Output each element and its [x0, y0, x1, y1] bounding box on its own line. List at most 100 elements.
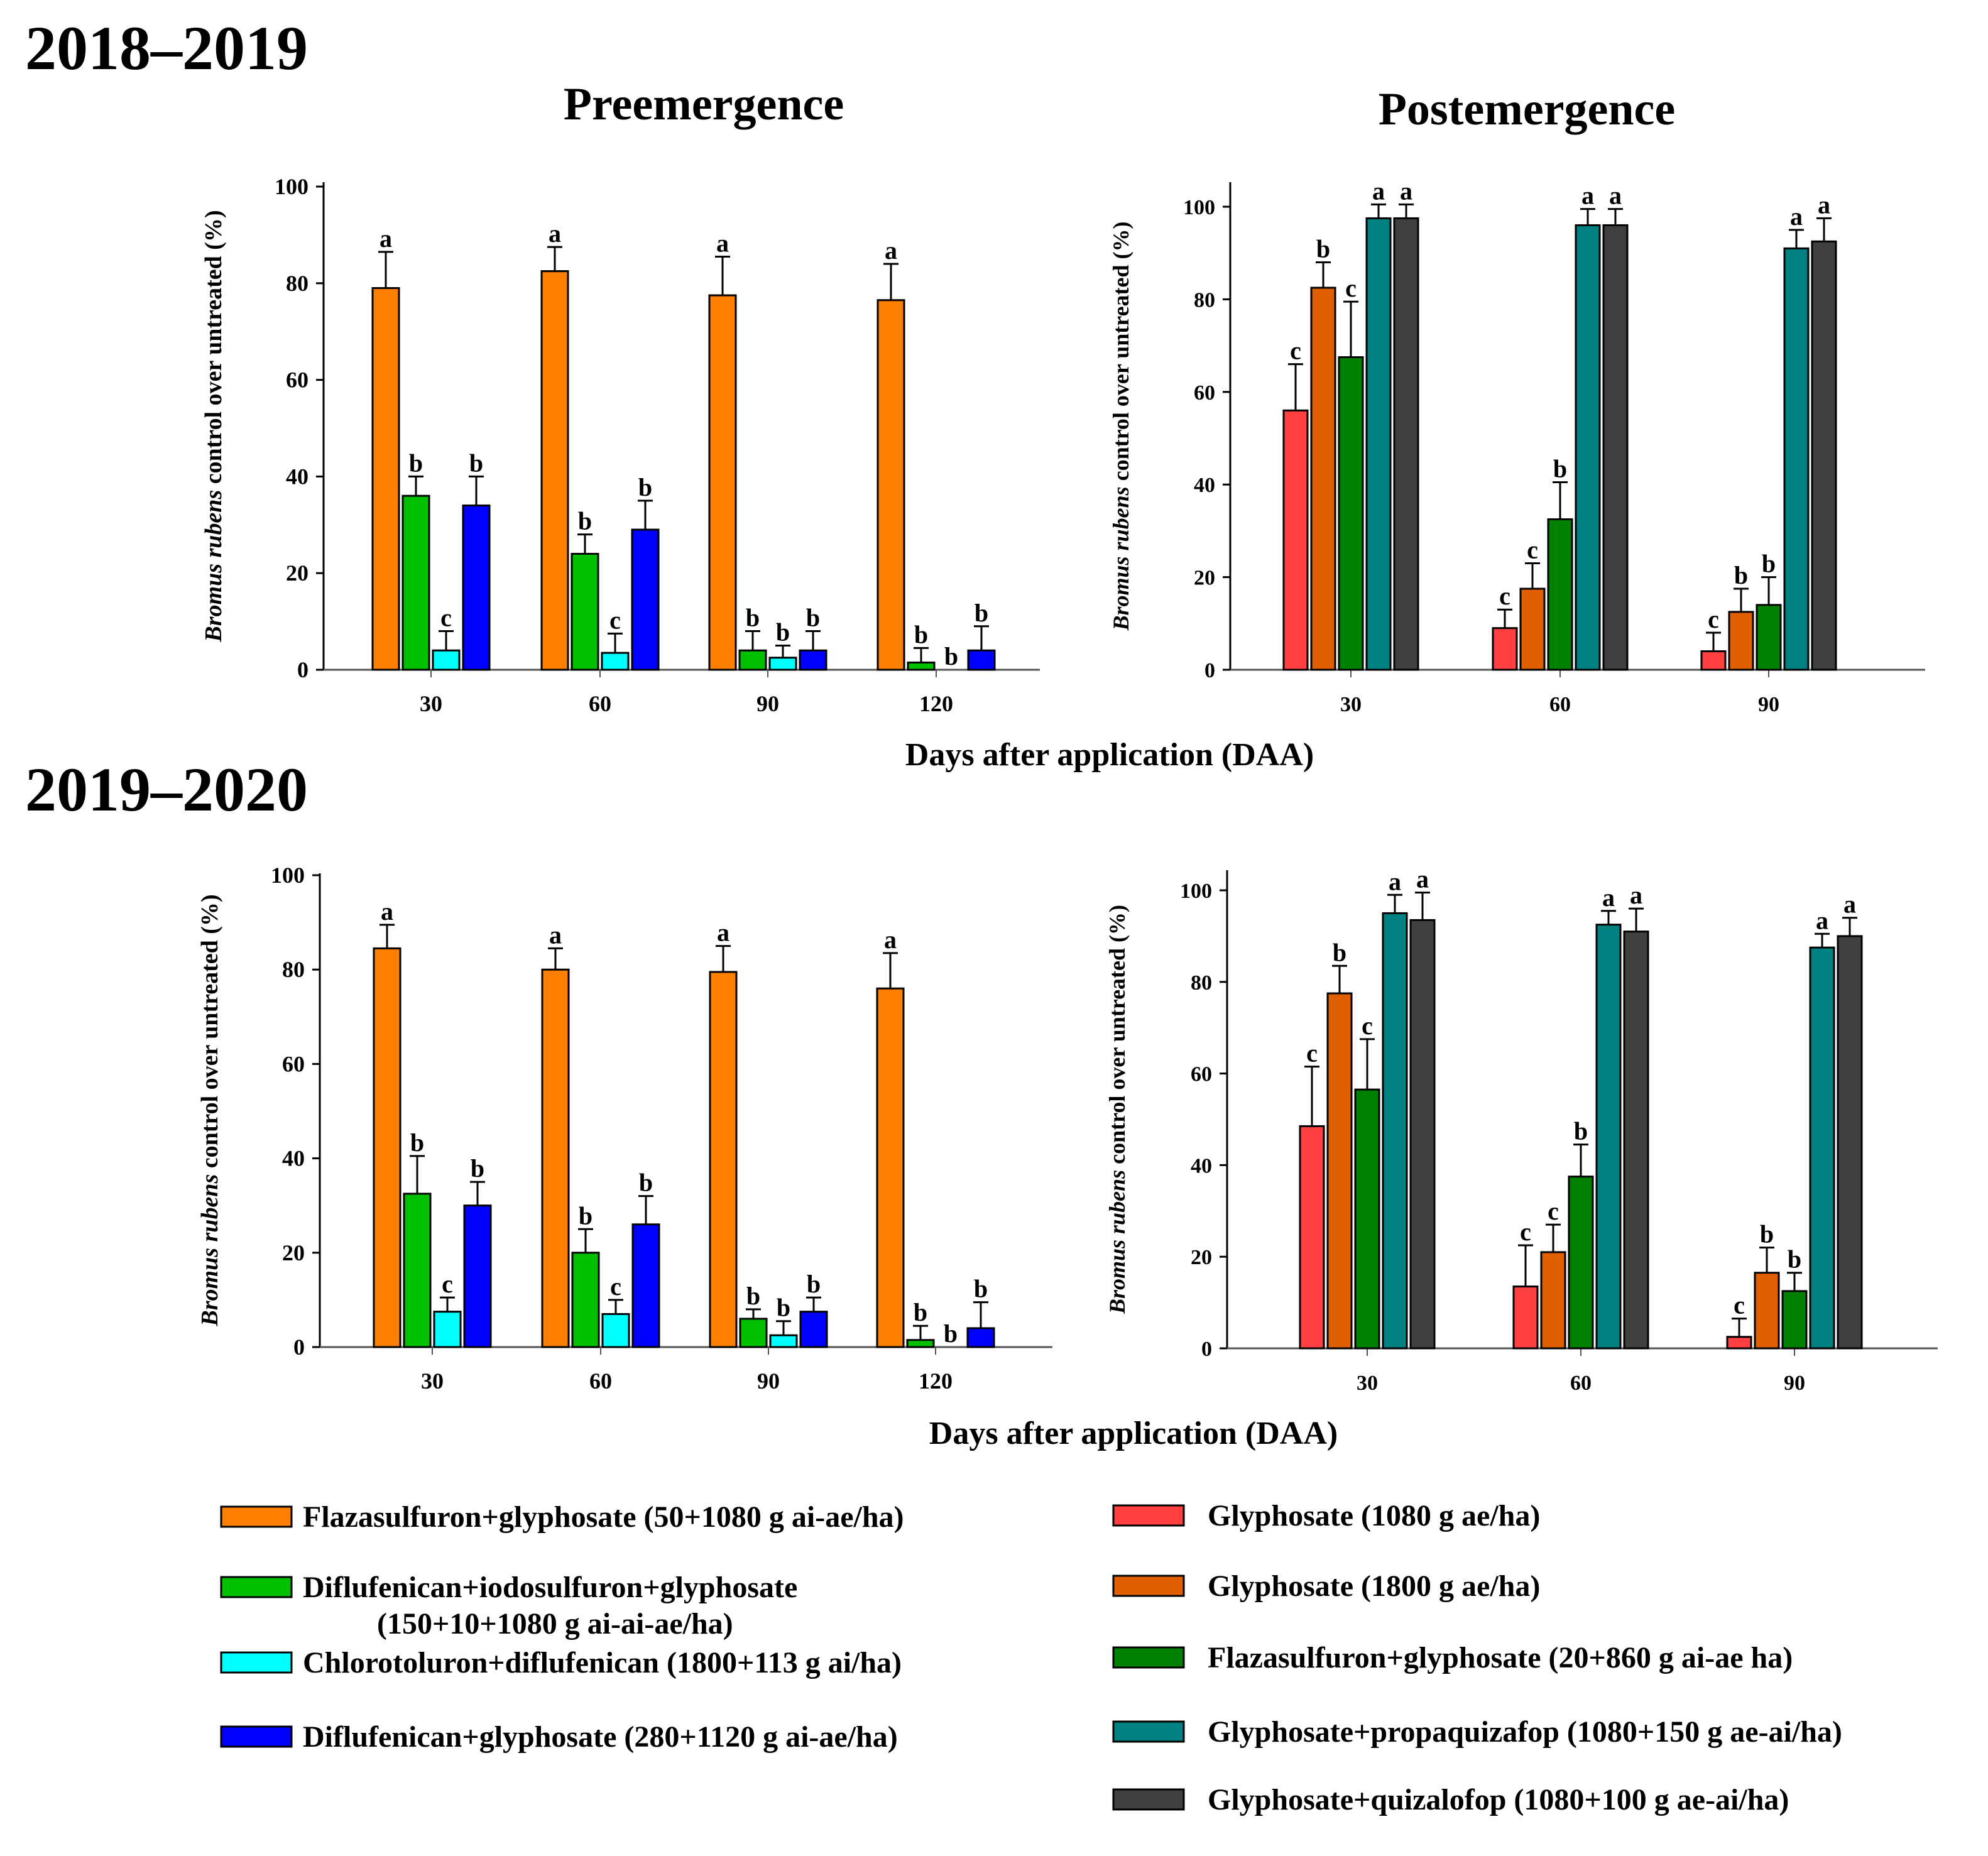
significance-letter: a: [1400, 177, 1412, 205]
significance-letter: b: [638, 473, 652, 501]
significance-letter: b: [1574, 1117, 1588, 1145]
bar: [631, 528, 660, 671]
bar: [462, 505, 491, 671]
significance-letter: b: [1762, 550, 1776, 578]
y-tick-label: 100: [275, 174, 309, 199]
bar: [1382, 912, 1408, 1350]
bar: [1282, 409, 1309, 671]
bar: [1354, 1088, 1380, 1350]
bar: [433, 1311, 462, 1348]
y-tick-label: 20: [286, 560, 309, 586]
y-tick-label: 40: [1191, 1154, 1212, 1177]
significance-letter: a: [1372, 177, 1385, 205]
x-tick-label: 60: [589, 1368, 612, 1394]
x-tick-label: 30: [1340, 693, 1362, 716]
y-tick-label: 20: [1191, 1246, 1212, 1269]
x-tick-label: 30: [420, 691, 442, 716]
bar: [601, 1313, 630, 1348]
significance-letter: c: [440, 603, 452, 631]
bar: [876, 987, 905, 1348]
bar: [1602, 224, 1629, 671]
legend-label: Glyphosate (1800 g ae/ha): [1208, 1569, 1540, 1603]
y-tick-label: 80: [282, 957, 305, 982]
significance-letter: a: [1630, 881, 1642, 909]
bar: [1393, 217, 1419, 671]
y-tick-label: 40: [1194, 474, 1215, 497]
y-axis-label-italic: Bromus rubens: [197, 1174, 223, 1327]
significance-letter: c: [1306, 1039, 1318, 1067]
significance-letter: a: [885, 236, 897, 265]
bar: [906, 1339, 935, 1348]
legend-item: Glyphosate (1800 g ae/ha): [1112, 1569, 1540, 1603]
bar: [967, 649, 996, 671]
significance-letter: a: [1816, 906, 1828, 934]
significance-letter: b: [777, 1294, 790, 1322]
bar: [907, 661, 936, 671]
y-tick-label: 0: [1201, 1338, 1212, 1361]
significance-letter: b: [1316, 234, 1330, 263]
significance-letter: b: [944, 642, 958, 670]
x-tick-label: 90: [756, 691, 779, 716]
significance-letter: b: [914, 620, 928, 648]
bar: [799, 649, 827, 671]
bar: [1519, 587, 1546, 671]
legend-label-line2: (150+10+1080 g ai-ai-ae/ha): [377, 1607, 733, 1640]
y-tick-label: 0: [297, 657, 309, 682]
bar: [1781, 1290, 1808, 1350]
bar: [541, 968, 570, 1348]
significance-letter: a: [717, 919, 729, 947]
legend-swatch: [220, 1505, 293, 1528]
bar: [738, 649, 767, 671]
legend-label: Flazasulfuron+glyphosate (50+1080 g ai-a…: [303, 1500, 904, 1534]
legend-swatch: [1112, 1788, 1185, 1811]
legend-item: Glyphosate (1080 g ae/ha): [1112, 1499, 1540, 1532]
y-tick-label: 60: [1191, 1063, 1212, 1086]
bar: [1575, 224, 1601, 671]
legend-label: Glyphosate+quizalofop (1080+100 g ae-ai/…: [1208, 1783, 1789, 1816]
legend-swatch: [220, 1651, 293, 1674]
significance-letter: b: [1734, 561, 1748, 589]
significance-letter: c: [1520, 1218, 1531, 1246]
y-tick-label: 0: [1204, 659, 1215, 682]
significance-letter: a: [1609, 182, 1622, 210]
significance-letter: c: [1527, 535, 1538, 564]
legend-item: Diflufenican+glyphosate (280+1120 g ai-a…: [220, 1720, 898, 1754]
significance-letter: c: [1345, 274, 1357, 302]
significance-letter: a: [1790, 202, 1803, 231]
significance-letter: b: [1788, 1245, 1801, 1274]
y-axis-label-rest: control over untreated (%): [1108, 221, 1133, 486]
legend-item: Glyphosate+quizalofop (1080+100 g ae-ai/…: [1112, 1783, 1789, 1816]
legend-swatch: [220, 1725, 293, 1748]
bar: [1726, 1336, 1752, 1350]
x-tick-label: 90: [1758, 693, 1779, 716]
bar: [709, 971, 738, 1348]
bar: [1310, 287, 1336, 671]
bar: [1811, 240, 1837, 671]
chart-panel-0: 2018–2019 Preemergence 0 20 40 60 80 100 30 60 90 1…: [25, 13, 1314, 773]
bar: [1783, 247, 1810, 671]
x-tick-label: 120: [919, 1368, 953, 1394]
y-tick-label: 40: [286, 464, 309, 489]
bar: [571, 1252, 600, 1348]
significance-letter: a: [1416, 865, 1429, 893]
significance-letter: a: [549, 219, 561, 248]
legend-item: Flazasulfuron+glyphosate (50+1080 g ai-a…: [220, 1500, 904, 1534]
bar: [1512, 1286, 1539, 1350]
bar: [769, 1334, 798, 1348]
y-tick-label: 60: [1194, 381, 1215, 405]
chart-panel-1: Postemergence 0 20 40 60 80 100 30 60 90 Bromus ru…: [1108, 84, 1925, 716]
bar: [1547, 518, 1573, 671]
significance-letter: b: [807, 1270, 821, 1298]
legend-swatch: [1112, 1646, 1185, 1669]
bar: [1809, 946, 1835, 1350]
significance-letter: c: [442, 1270, 453, 1298]
y-tick-label: 80: [1191, 971, 1212, 995]
significance-letter: c: [1734, 1291, 1745, 1319]
significance-letter: a: [1581, 182, 1594, 210]
bar: [1623, 931, 1649, 1350]
bar: [403, 1193, 432, 1348]
y-axis-label: Bromus rubens control over untreated (%): [197, 894, 223, 1326]
significance-letter: b: [776, 618, 790, 647]
y-tick-label: 40: [282, 1146, 305, 1171]
